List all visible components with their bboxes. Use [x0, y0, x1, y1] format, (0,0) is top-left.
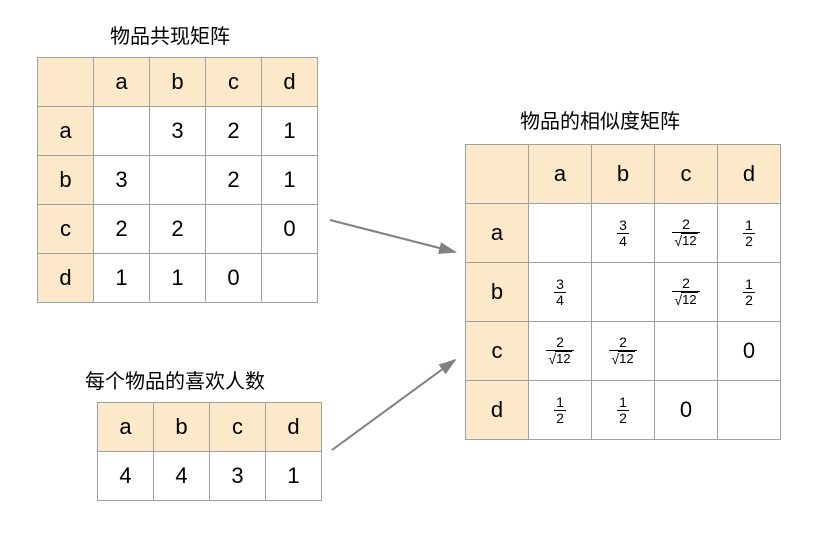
matrix-cell: 3	[94, 156, 150, 205]
matrix-cell: 12	[529, 381, 592, 440]
row-header: d	[466, 381, 529, 440]
matrix-cell	[94, 107, 150, 156]
col-header: d	[718, 145, 781, 204]
col-header: b	[150, 58, 206, 107]
row-header: b	[38, 156, 94, 205]
col-header: c	[655, 145, 718, 204]
likes-cell: 4	[154, 452, 210, 501]
cooccurrence-matrix: abcda321b321c220d110	[37, 57, 318, 303]
matrix-cell	[206, 205, 262, 254]
corner-cell	[38, 58, 94, 107]
col-header: a	[529, 145, 592, 204]
col-header: c	[206, 58, 262, 107]
matrix-cell: 1	[262, 156, 318, 205]
matrix-cell: 1	[150, 254, 206, 303]
corner-cell	[466, 145, 529, 204]
similarity-title: 物品的相似度矩阵	[520, 105, 680, 134]
likes-cell: 1	[266, 452, 322, 501]
col-header: d	[266, 403, 322, 452]
matrix-cell	[592, 263, 655, 322]
matrix-cell	[718, 381, 781, 440]
matrix-cell: 2	[206, 156, 262, 205]
cooccurrence-title: 物品共现矩阵	[110, 20, 230, 49]
matrix-cell: 0	[262, 205, 318, 254]
likes-count-table: abcd4431	[97, 402, 322, 501]
matrix-cell: 2	[150, 205, 206, 254]
matrix-cell: 0	[206, 254, 262, 303]
matrix-cell	[150, 156, 206, 205]
matrix-cell: 0	[718, 322, 781, 381]
matrix-cell	[262, 254, 318, 303]
col-header: a	[94, 58, 150, 107]
row-header: b	[466, 263, 529, 322]
matrix-cell: 1	[94, 254, 150, 303]
col-header: d	[262, 58, 318, 107]
matrix-cell: 34	[592, 204, 655, 263]
matrix-cell: 2	[94, 205, 150, 254]
likes-cell: 4	[98, 452, 154, 501]
matrix-cell: 2√12	[529, 322, 592, 381]
matrix-cell: 12	[718, 204, 781, 263]
matrix-cell: 0	[655, 381, 718, 440]
matrix-cell: 12	[718, 263, 781, 322]
matrix-cell: 34	[529, 263, 592, 322]
matrix-cell: 2√12	[655, 204, 718, 263]
matrix-cell: 2√12	[655, 263, 718, 322]
col-header: a	[98, 403, 154, 452]
matrix-cell	[655, 322, 718, 381]
matrix-cell: 2	[206, 107, 262, 156]
col-header: b	[592, 145, 655, 204]
likes-cell: 3	[210, 452, 266, 501]
matrix-cell: 2√12	[592, 322, 655, 381]
matrix-cell: 1	[262, 107, 318, 156]
matrix-cell	[529, 204, 592, 263]
likes-title: 每个物品的喜欢人数	[85, 365, 265, 394]
col-header: b	[154, 403, 210, 452]
matrix-cell: 12	[592, 381, 655, 440]
row-header: d	[38, 254, 94, 303]
col-header: c	[210, 403, 266, 452]
row-header: c	[38, 205, 94, 254]
row-header: a	[466, 204, 529, 263]
row-header: c	[466, 322, 529, 381]
row-header: a	[38, 107, 94, 156]
matrix-cell: 3	[150, 107, 206, 156]
similarity-matrix: abcda342√1212b342√1212c2√122√120d12120	[465, 144, 781, 440]
